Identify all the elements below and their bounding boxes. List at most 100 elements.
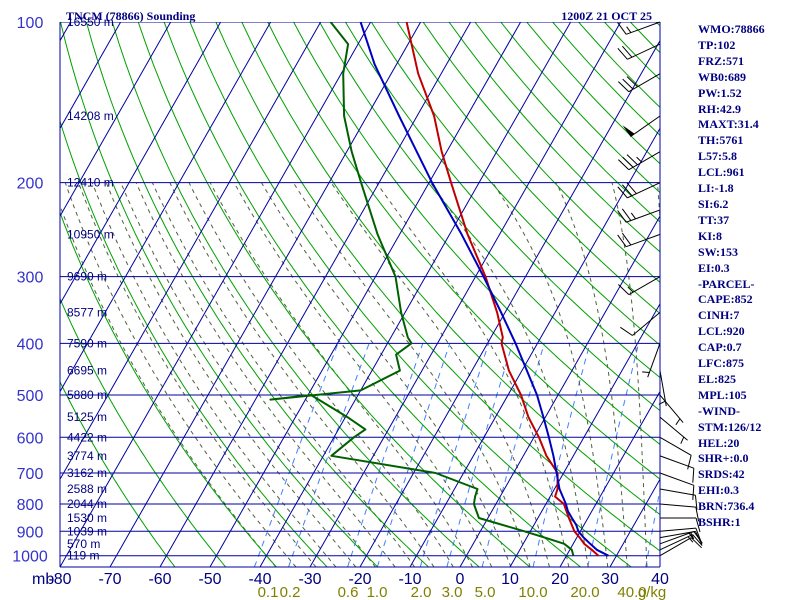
isotherm <box>60 22 322 481</box>
temperature-tick-label: -10 <box>398 571 421 588</box>
mixing-ratio-line <box>446 343 514 567</box>
sounding-profiles <box>269 22 609 557</box>
index-item: SW:153 <box>698 244 739 259</box>
temperature-tick-label: -20 <box>348 571 371 588</box>
index-item: FRZ:571 <box>698 53 744 68</box>
pressure-unit: mb <box>32 571 54 588</box>
parcel-profile <box>359 22 609 557</box>
index-item: HEL:20 <box>698 435 740 450</box>
index-item: EL:825 <box>698 371 737 386</box>
mixing-ratio-label: 20.0 <box>570 584 599 600</box>
dry-adiabat <box>60 380 176 567</box>
temperature-tick-label: 0 <box>456 571 465 588</box>
index-item: TT:37 <box>698 212 730 227</box>
isotherm <box>509 302 660 567</box>
moist-adiabat <box>555 182 628 567</box>
mixing-ratio-label: 40.0 <box>617 584 646 600</box>
isotherm <box>209 22 522 567</box>
dry-adiabat <box>448 22 660 253</box>
moist-adiabat <box>60 203 277 567</box>
moist-adiabat <box>611 182 648 567</box>
height-label: 1039 m <box>67 524 107 538</box>
moist-adiabats <box>60 182 694 567</box>
wind-barb <box>659 530 703 545</box>
temperature-tick-label: 20 <box>551 571 569 588</box>
pressure-tick-label: 200 <box>17 176 44 193</box>
moist-adiabat <box>135 182 396 567</box>
dry-adiabat <box>163 22 581 567</box>
index-item: WB0:689 <box>698 69 746 84</box>
temperature-tick-label: -30 <box>298 571 321 588</box>
height-label: 12410 m <box>67 176 114 190</box>
mixing-ratio-line <box>481 343 545 567</box>
temperature-tick-label: -70 <box>98 571 121 588</box>
moist-adiabat <box>492 182 609 567</box>
height-label: 14208 m <box>67 109 114 123</box>
wind-barb <box>659 436 692 470</box>
index-item: SI:6.2 <box>698 196 729 211</box>
pressure-tick-label: 700 <box>17 466 44 483</box>
index-item: LFC:875 <box>698 356 744 371</box>
height-label: 5125 m <box>67 410 107 424</box>
moist-adiabat <box>686 183 694 567</box>
temperature-tick-label: 10 <box>501 571 519 588</box>
wind-barb <box>617 208 661 223</box>
index-item: MAXT:31.4 <box>698 117 759 132</box>
moist-adiabat <box>91 182 337 567</box>
index-item: SHR+:0.0 <box>698 451 749 466</box>
height-label: 4422 m <box>67 430 107 444</box>
temperature-tick-label: -80 <box>48 571 71 588</box>
wind-barb <box>617 21 661 35</box>
dry-adiabat <box>60 211 277 567</box>
index-item: LCL:920 <box>698 324 745 339</box>
mixing-ratio-label: 5.0 <box>475 584 496 600</box>
height-label: 5880 m <box>67 388 107 402</box>
indices-panel: WMO:78866 TP:102 FRZ:571 WB0:689 PW:1.52 RH:4… <box>698 22 798 531</box>
height-label: 119 m <box>67 549 99 563</box>
isotherm <box>409 127 660 567</box>
moist-adiabat <box>188 182 454 567</box>
temperature-tick-label: -60 <box>148 571 171 588</box>
wind-barb <box>642 343 661 378</box>
wind-barb <box>659 416 688 444</box>
index-item: -PARCEL- <box>698 276 755 291</box>
index-item: CINH:7 <box>698 308 740 323</box>
index-item: EI:0.3 <box>698 260 730 275</box>
index-item: TH:5761 <box>698 133 744 148</box>
pressure-tick-label: 300 <box>17 270 44 287</box>
height-label: 2044 m <box>67 497 107 511</box>
mixing-ratio-line <box>587 343 640 567</box>
wind-barb <box>660 517 701 533</box>
moist-adiabat <box>375 182 570 567</box>
chart-time: 1200Z 21 OCT 25 <box>561 9 652 23</box>
mixing-ratio-unit: g/kg <box>638 584 666 600</box>
wind-barb <box>659 394 684 426</box>
dewpoint-profile <box>269 22 575 556</box>
height-label: 1530 m <box>67 511 107 525</box>
mixing-ratio-line <box>376 343 451 567</box>
temperature-tick-label: -40 <box>248 571 271 588</box>
temperature-tick-label: 30 <box>601 571 619 588</box>
moist-adiabat <box>64 182 297 567</box>
dry-adiabat <box>60 297 227 567</box>
dry-adiabat <box>241 22 660 516</box>
index-item: PW:1.52 <box>698 85 742 100</box>
mixing-ratio-line <box>645 486 660 567</box>
index-item: CAP:0.7 <box>698 340 742 355</box>
dry-adiabat <box>60 22 379 567</box>
pressure-tick-label: 1000 <box>12 549 48 566</box>
height-label: 7590 m <box>67 336 107 350</box>
dry-adiabat <box>344 22 660 379</box>
height-label: 8577 m <box>67 305 107 319</box>
index-item: BSHR:1 <box>698 515 741 530</box>
isotherm <box>0 22 21 567</box>
wind-barb <box>617 43 661 60</box>
dry-adiabat <box>267 22 660 480</box>
wind-barb <box>618 151 661 171</box>
mixing-ratio-label: 0.6 <box>338 584 359 600</box>
height-label: 570 m <box>67 537 100 551</box>
temperature-profile <box>405 22 600 557</box>
moist-adiabat <box>430 182 589 567</box>
isotherm <box>309 22 622 567</box>
